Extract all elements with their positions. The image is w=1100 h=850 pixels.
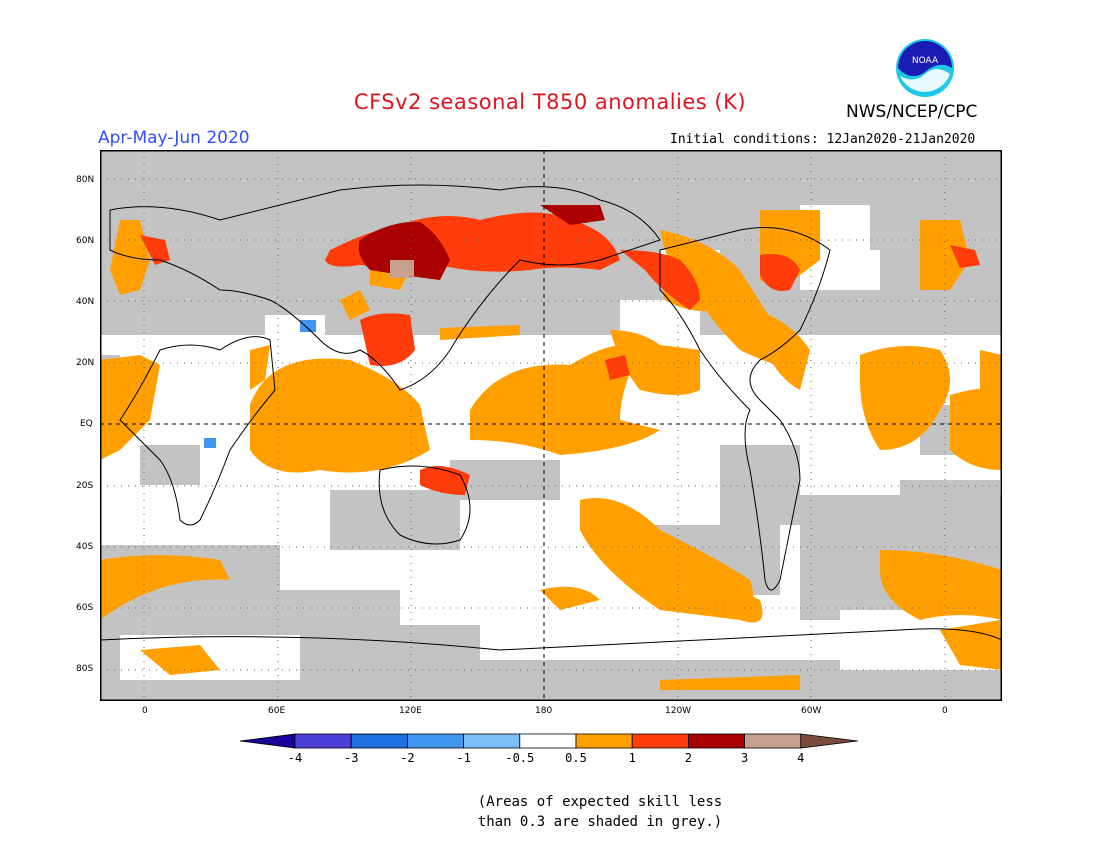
lon-label: 120W: [665, 706, 692, 716]
legend-label: 2: [685, 751, 692, 765]
legend-label: -2: [400, 751, 414, 765]
lon-label: 60W: [801, 706, 822, 716]
legend-label: 4: [797, 751, 804, 765]
initial-conditions: Initial conditions: 12Jan2020-21Jan2020: [670, 132, 976, 147]
lat-label: 80S: [76, 664, 94, 674]
cool-anomaly-regions: [204, 320, 316, 448]
footnote-line-1: (Areas of expected skill less: [477, 794, 723, 810]
agency-label: NWS/NCEP/CPC: [846, 102, 978, 122]
legend-swatch: [575, 733, 633, 749]
lat-label: 20N: [76, 358, 95, 368]
legend-label: -0.5: [505, 751, 534, 765]
legend-label: -3: [344, 751, 358, 765]
legend-label: -4: [288, 751, 302, 765]
color-legend: -4 -3 -2 -1 -0.5 0.5 1 2 3 4: [239, 733, 858, 765]
footnote-line-2: than 0.3 are shaded in grey.): [477, 814, 723, 830]
legend-swatch: [687, 733, 745, 749]
legend-swatch: [519, 733, 577, 749]
lat-label: 60N: [76, 236, 95, 246]
lon-label: 0: [142, 706, 148, 716]
lon-label: 60E: [268, 706, 286, 716]
warm-anomaly-2-regions: [358, 205, 605, 280]
map-title: CFSv2 seasonal T850 anomalies (K): [353, 90, 747, 114]
lat-label: EQ: [80, 419, 93, 429]
anomaly-map: [100, 150, 1002, 701]
footnote: (Areas of expected skill less than 0.3 a…: [430, 792, 770, 832]
map-frame: [100, 150, 1002, 701]
lon-label: 0: [942, 706, 948, 716]
lat-label: 40S: [76, 542, 94, 552]
warm-anomaly-05-regions: [100, 210, 1002, 690]
lat-label: 40N: [76, 297, 95, 307]
lat-label: 20S: [76, 481, 94, 491]
lon-label: 120E: [399, 706, 422, 716]
legend-arrow-high: [800, 733, 858, 749]
grid-lines: [100, 150, 1002, 701]
lon-label: 180: [535, 706, 553, 716]
legend-arrow-low: [239, 733, 296, 749]
legend-label: 1: [629, 751, 636, 765]
legend-label: 3: [741, 751, 748, 765]
legend-swatch: [463, 733, 521, 749]
forecast-period: Apr-May-Jun 2020: [98, 128, 250, 148]
legend-label: 0.5: [565, 751, 587, 765]
lat-label: 60S: [76, 603, 94, 613]
coastlines: [100, 184, 1002, 651]
legend-label: -1: [456, 751, 470, 765]
logo-text: NOAA: [912, 56, 939, 66]
lat-label: 80N: [76, 175, 95, 185]
legend-swatch: [406, 733, 464, 749]
legend-swatch: [631, 733, 689, 749]
legend-swatch: [744, 733, 802, 749]
legend-swatch: [350, 733, 408, 749]
warm-anomaly-3-regions: [390, 260, 414, 278]
legend-swatch: [294, 733, 352, 749]
noaa-logo: NOAA: [896, 39, 954, 97]
minor-grid: [100, 150, 1002, 701]
